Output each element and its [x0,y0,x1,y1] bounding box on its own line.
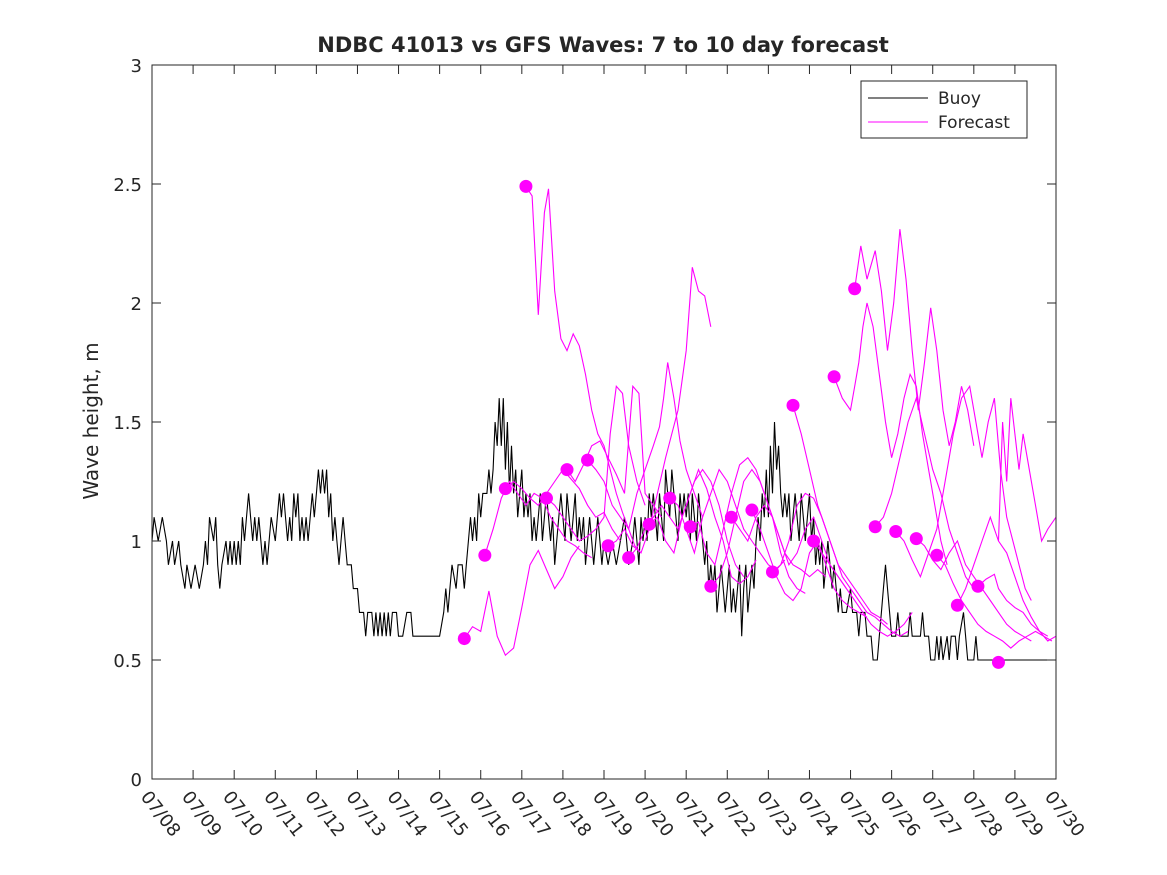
forecast-series-line [854,229,975,446]
forecast-series-line [813,540,913,637]
forecast-series-line [874,396,975,589]
forecast-series-line [997,398,1057,543]
legend-forecast-label: Forecast [938,113,1010,133]
forecast-series-line [751,509,868,618]
forecast-start-marker [745,503,759,517]
forecast-series-line [833,302,948,565]
y-tick-label: 0.5 [113,651,142,672]
y-tick-label: 1.5 [113,413,142,434]
forecast-series-line [895,384,1032,601]
forecast-start-marker [498,482,512,496]
forecast-start-marker [950,598,964,612]
forecast-start-marker [457,632,471,646]
forecast-series-line [730,504,847,589]
legend-buoy-label: Buoy [938,89,981,109]
series-layer [151,179,1057,669]
y-axis-label: Wave height, m [79,342,103,499]
forecast-start-marker [581,453,595,467]
forecast-start-marker [622,551,636,565]
forecast-series-line [546,385,646,542]
forecast-series-line [648,468,757,585]
forecast-start-marker [889,524,903,538]
y-tick-label: 3 [131,56,142,77]
forecast-series-line [915,538,1032,642]
forecast-start-marker [827,370,841,384]
forecast-start-marker [642,517,656,531]
forecast-start-marker [519,179,533,193]
y-tick-label: 1 [131,532,142,553]
forecast-series-line [690,456,806,594]
legend-box [860,80,1028,139]
forecast-start-marker [930,548,944,562]
forecast-start-marker [909,532,923,546]
forecast-series-line [463,545,580,657]
forecast-start-marker [704,579,718,593]
legend: Buoy Forecast [860,80,1028,139]
forecast-start-marker [539,491,553,505]
y-tick-label: 2 [131,294,142,315]
forecast-start-marker [971,579,985,593]
forecast-start-marker [601,539,615,553]
forecast-series-line [525,186,642,554]
forecast-series-line [607,267,712,554]
forecast-series-line [669,468,786,571]
forecast-start-marker [868,520,882,534]
forecast-start-marker [848,282,862,296]
buoy-series-line [151,398,1056,661]
forecast-series-line [936,554,1053,649]
y-tick-label: 2.5 [113,175,142,196]
forecast-series-line [977,573,1049,637]
forecast-start-marker [807,534,821,548]
forecast-start-marker [560,463,574,477]
forecast-series-line [792,405,909,637]
forecast-series-line [710,468,827,587]
forecast-start-marker [663,491,677,505]
chart-title: NDBC 41013 vs GFS Waves: 7 to 10 day for… [317,33,888,57]
forecast-start-marker [786,398,800,412]
forecast-series-line [484,480,592,559]
forecast-start-marker [478,548,492,562]
forecast-start-marker [991,655,1005,669]
forecast-start-marker [683,520,697,534]
forecast-start-marker [724,510,738,524]
y-tick-label: 0 [131,770,142,791]
forecast-start-marker [765,565,779,579]
forecast-series-line [587,362,704,531]
